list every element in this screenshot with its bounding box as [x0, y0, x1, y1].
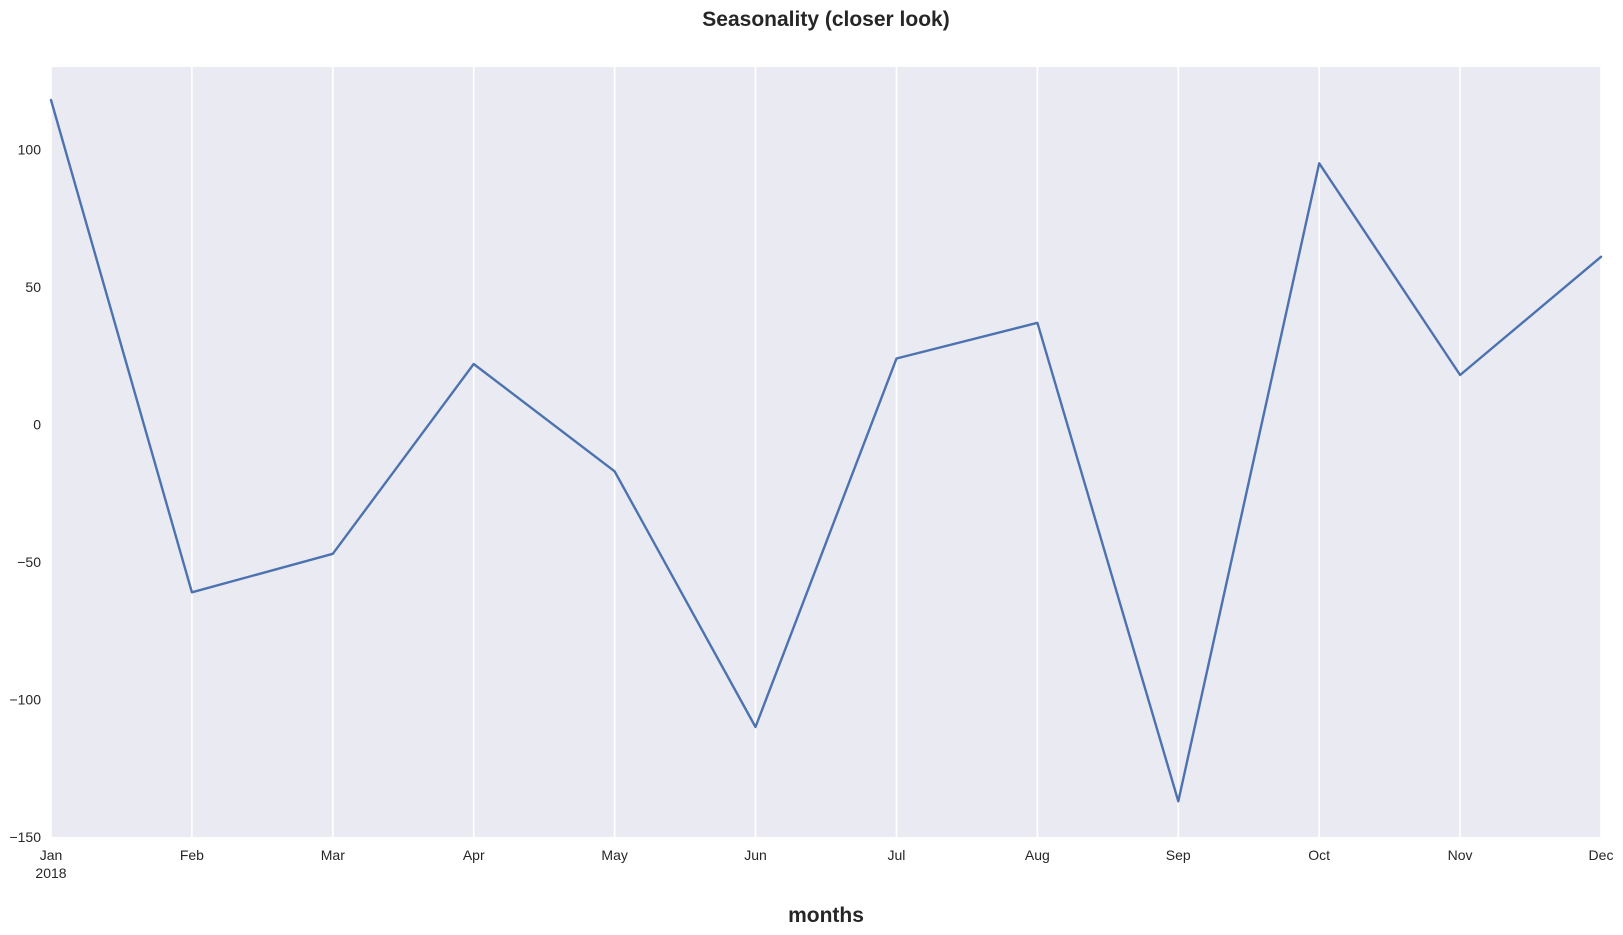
series-layer — [49, 98, 1603, 803]
y-tick-label: −150 — [9, 829, 41, 845]
x-tick-year-label: 2018 — [35, 865, 66, 881]
x-tick-label: Mar — [321, 847, 345, 863]
y-tick-label: 0 — [33, 417, 41, 433]
plot-area — [51, 67, 1601, 837]
chart-title: Seasonality (closer look) — [702, 8, 949, 31]
x-tick-label: Jul — [888, 847, 906, 863]
gridlines — [50, 67, 1602, 837]
x-tick-label: Oct — [1308, 847, 1330, 863]
x-tick-label: May — [601, 847, 627, 863]
x-tick-label: Nov — [1448, 847, 1473, 863]
x-tick-label: Jan — [40, 847, 63, 863]
x-tick-label: Dec — [1589, 847, 1614, 863]
y-tick-label: 50 — [25, 279, 41, 295]
y-axis-ticks: −150 −100 −50 0 50 100 — [9, 142, 41, 846]
x-axis-label: months — [788, 904, 864, 927]
y-tick-label: −100 — [9, 692, 41, 708]
x-tick-label: Sep — [1166, 847, 1191, 863]
x-axis-ticks: Jan Feb Mar Apr May Jun Jul Aug Sep Oct Nov Dec 2018 — [35, 847, 1613, 881]
x-tick-label: Feb — [180, 847, 204, 863]
y-tick-label: −50 — [17, 554, 41, 570]
x-tick-label: Jun — [744, 847, 767, 863]
x-tick-label: Apr — [463, 847, 485, 863]
series-line — [49, 98, 1603, 803]
y-tick-label: 100 — [18, 142, 42, 158]
x-tick-label: Aug — [1025, 847, 1050, 863]
